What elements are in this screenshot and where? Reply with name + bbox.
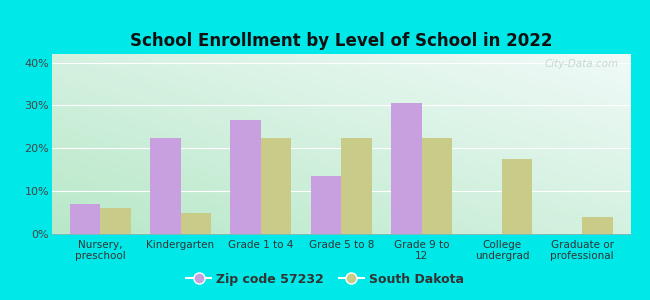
Bar: [150, 138, 181, 234]
Bar: [341, 138, 372, 234]
Bar: [311, 176, 341, 234]
Title: School Enrollment by Level of School in 2022: School Enrollment by Level of School in …: [130, 32, 552, 50]
Bar: [391, 103, 422, 234]
Bar: [70, 204, 100, 234]
Bar: [181, 213, 211, 234]
Bar: [100, 208, 131, 234]
Bar: [502, 159, 532, 234]
Bar: [422, 138, 452, 234]
Bar: [582, 217, 613, 234]
Bar: [230, 120, 261, 234]
Text: City-Data.com: City-Data.com: [545, 59, 619, 69]
Legend: Zip code 57232, South Dakota: Zip code 57232, South Dakota: [181, 268, 469, 291]
Bar: [261, 138, 291, 234]
